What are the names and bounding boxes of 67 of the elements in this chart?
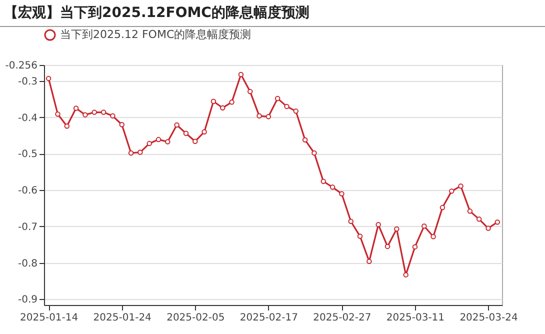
point [229,99,234,105]
chart-title: 【宏观】当下到2025.12FOMC的降息幅度预测 [0,0,545,27]
y-tick-label: -0.8 [18,258,38,270]
point [494,219,500,225]
point [476,216,482,222]
point [312,150,317,156]
point [412,244,418,250]
point [119,122,124,128]
point [366,258,372,264]
point [320,178,326,184]
point [384,244,390,250]
point [128,150,134,156]
point [339,191,344,196]
point [284,104,290,110]
x-tick-label: 2025-03-11 [386,312,445,324]
y-tick-label: -0.5 [18,149,38,160]
point [100,110,106,115]
y-tick-label: -0.256 [5,60,38,72]
point [238,72,244,78]
x-tick-label: 2025-03-24 [460,312,518,324]
x-tick-label: 2025-02-27 [313,312,372,324]
point [46,76,52,82]
point [210,98,216,104]
point [73,106,79,111]
y-tick-label: -0.9 [18,294,38,306]
x-tick-label: 2025-02-05 [166,312,225,324]
y-tick-label: -0.3 [18,76,38,88]
point [138,150,143,155]
point [348,218,354,224]
point [256,113,262,119]
point [247,88,253,94]
point [293,108,299,114]
point [266,114,272,120]
x-tick-label: 2025-01-14 [20,312,78,324]
point [394,226,400,232]
point [64,123,70,129]
point [440,204,446,210]
point [192,138,198,144]
point [376,222,381,228]
point [220,105,226,111]
point [156,136,162,142]
point [486,226,491,231]
point [449,188,454,194]
y-tick-label: -0.6 [18,186,38,197]
legend-label: 当下到2025.12 FOMC的降息幅度预测 [60,28,252,41]
point [430,234,436,240]
point [110,113,116,119]
point [357,234,363,239]
y-tick-label: -0.4 [18,112,38,124]
point [82,112,88,118]
point [202,129,207,135]
x-tick-label: 2025-02-17 [240,312,298,324]
point [403,272,408,278]
point [92,110,97,115]
point [174,122,180,128]
point [458,183,464,189]
point [274,96,280,102]
point [55,111,60,117]
point [422,223,427,229]
point [330,184,336,190]
point [302,137,308,143]
y-tick-label: -0.7 [18,222,38,233]
point [183,130,189,136]
x-tick-label: 2025-01-24 [93,312,152,324]
point [467,208,473,214]
point [146,140,152,146]
point [165,139,170,144]
